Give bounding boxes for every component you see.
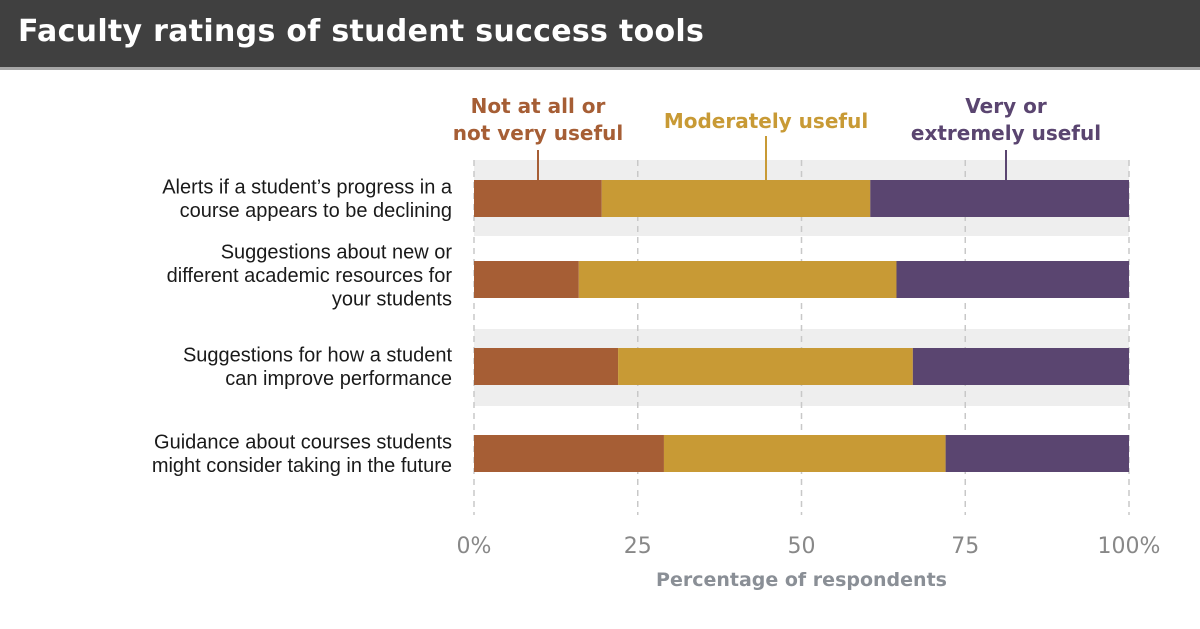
x-tick-label: 75 xyxy=(951,534,979,559)
legend-label: Moderately useful xyxy=(664,109,868,133)
category-label: Guidance about courses students xyxy=(154,431,452,453)
x-tick-label: 0% xyxy=(457,534,492,559)
bar-segment xyxy=(663,435,946,472)
bar-segment xyxy=(601,180,871,217)
category-label: might consider taking in the future xyxy=(152,455,452,477)
chart-title: Faculty ratings of student success tools xyxy=(18,14,705,49)
bar-segment xyxy=(618,348,913,385)
category-label: course appears to be declining xyxy=(180,200,452,222)
category-label: your students xyxy=(332,289,452,311)
x-tick-label: 25 xyxy=(624,534,652,559)
header-bar: Faculty ratings of student success tools xyxy=(0,0,1200,70)
bar-segment xyxy=(945,435,1129,472)
bar-segment xyxy=(870,180,1129,217)
bar-segment xyxy=(896,261,1129,298)
legend-label: not very useful xyxy=(453,121,623,145)
bar-segment xyxy=(912,348,1129,385)
legend-label: Very or xyxy=(965,94,1047,118)
bar-segment xyxy=(578,261,897,298)
x-axis-title: Percentage of respondents xyxy=(656,569,947,591)
category-label: Alerts if a student’s progress in a xyxy=(162,176,453,198)
bar-segment xyxy=(474,435,664,472)
category-label: Suggestions for how a student xyxy=(183,344,453,366)
x-tick-label: 100% xyxy=(1098,534,1161,559)
legend-label: Not at all or xyxy=(471,94,606,118)
legend-label: extremely useful xyxy=(911,121,1101,145)
category-label: different academic resources for xyxy=(167,265,453,287)
bar-segment xyxy=(474,180,602,217)
category-label: Suggestions about new or xyxy=(221,242,453,264)
bar-segment xyxy=(474,348,619,385)
category-label: can improve performance xyxy=(225,368,452,390)
bar-segment xyxy=(474,261,579,298)
x-tick-label: 50 xyxy=(788,534,816,559)
